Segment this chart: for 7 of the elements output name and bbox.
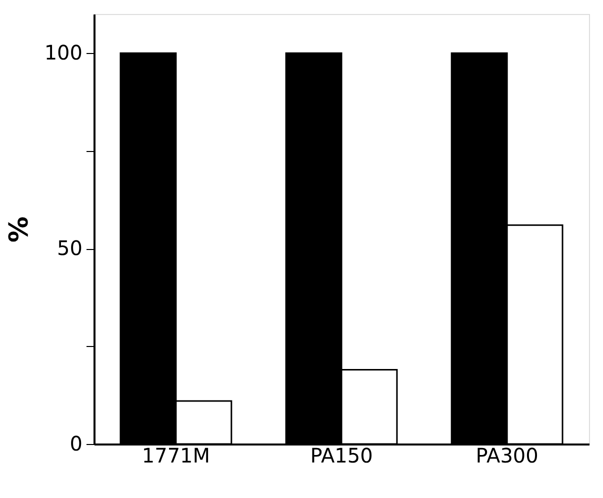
y-tick-label: 100 bbox=[44, 40, 82, 65]
y-tick-label: 50 bbox=[57, 236, 82, 260]
y-tick-label: 0 bbox=[70, 432, 82, 456]
x-tick-label: PA300 bbox=[476, 444, 538, 468]
x-tick-label: 1771M bbox=[142, 444, 210, 468]
x-tick-label: PA150 bbox=[310, 444, 373, 468]
y-axis-title: % bbox=[4, 216, 34, 243]
